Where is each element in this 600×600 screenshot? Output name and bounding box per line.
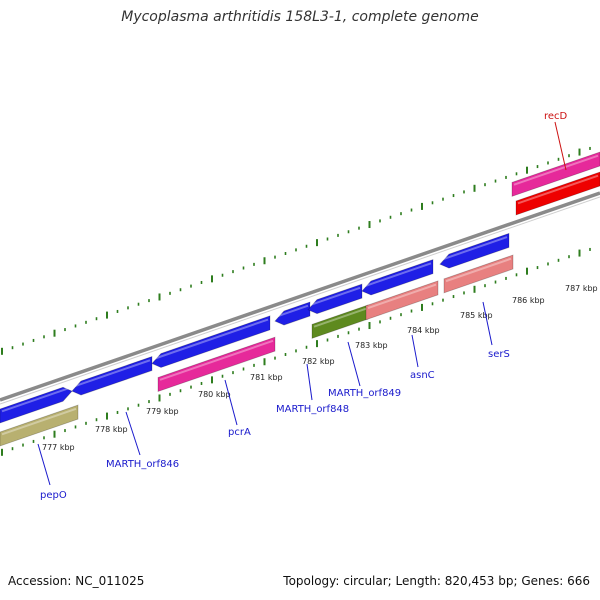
gene-label-pcra: pcrA	[228, 427, 251, 438]
gene-highlight	[517, 174, 599, 205]
gene-feature	[365, 280, 439, 321]
tick-label: 780 kbp	[198, 390, 231, 399]
gene-highlight	[1, 386, 71, 413]
genome-backbone	[0, 191, 600, 405]
gene-leader-line	[125, 411, 141, 456]
gene-label-recd: recD	[544, 111, 568, 122]
tick-label: 783 kbp	[355, 341, 388, 350]
gene-label-marth-orf849: MARTH_orf849	[328, 388, 401, 399]
backbone-line	[0, 191, 600, 402]
map-title: Mycoplasma arthritidis 158L3-1, complete…	[121, 9, 479, 25]
gene-highlight	[445, 257, 512, 283]
inner-tick-row	[1, 247, 591, 456]
gene-leader-line	[347, 341, 361, 387]
gene-leader-line	[554, 121, 567, 171]
gene-highlight	[159, 339, 274, 381]
genome-map: 777 kbp 778 kbp 779 kbp 780 kbp 781 kbp 782 k…	[0, 111, 600, 501]
gene-feature	[511, 151, 600, 197]
accession-text: Accession: NC_011025	[8, 574, 145, 588]
backbone-edge	[0, 196, 600, 405]
gene-highlight	[73, 359, 151, 388]
gene-label-marth-orf848: MARTH_orf848	[276, 404, 349, 415]
gene-label-asnc: asnC	[410, 370, 435, 381]
tick-label: 782 kbp	[302, 357, 335, 366]
gene-highlight	[513, 154, 599, 186]
gene-labels: pepO MARTH_orf846 pcrA MARTH_orf848 MARTH_or…	[37, 111, 568, 501]
tick-labels: 777 kbp 778 kbp 779 kbp 780 kbp 781 kbp 782 k…	[42, 284, 598, 452]
gene-highlight	[276, 304, 309, 318]
tick-label: 784 kbp	[407, 326, 440, 335]
tick-label: 779 kbp	[146, 407, 179, 416]
gene-leader-line	[37, 443, 51, 486]
tick-label: 786 kbp	[512, 296, 545, 305]
gene-leader-line	[482, 301, 493, 346]
gene-highlight	[1, 407, 77, 436]
tick-label: 777 kbp	[42, 443, 75, 452]
tick-label: 785 kbp	[460, 311, 493, 320]
gene-leader-line	[411, 334, 419, 368]
gene-highlight	[441, 236, 508, 261]
gene-feature	[361, 259, 434, 296]
gene-label-sers: serS	[488, 349, 510, 360]
tick-label: 778 kbp	[95, 425, 128, 434]
gene-feature	[151, 315, 271, 368]
gene-feature	[443, 254, 514, 294]
genome-summary-text: Topology: circular; Length: 820,453 bp; …	[283, 574, 590, 588]
tick-label: 781 kbp	[250, 373, 283, 382]
gene-feature	[515, 171, 600, 216]
gene-feature	[0, 404, 79, 447]
gene-track	[0, 151, 600, 447]
gene-feature	[0, 386, 73, 424]
gene-highlight	[363, 262, 432, 288]
gene-highlight	[313, 307, 367, 328]
gene-feature	[157, 336, 276, 393]
gene-label-marth-orf846: MARTH_orf846	[106, 459, 179, 470]
gene-leader-line	[306, 363, 313, 401]
gene-leader-line	[224, 379, 238, 426]
outer-tick-row	[1, 146, 591, 355]
gene-highlight	[367, 283, 437, 309]
gene-feature	[439, 232, 510, 269]
gene-label-pepo: pepO	[40, 490, 67, 501]
gene-highlight	[153, 318, 269, 360]
gene-highlight	[309, 286, 361, 306]
gene-feature	[274, 301, 311, 326]
tick-label: 787 kbp	[565, 284, 598, 293]
